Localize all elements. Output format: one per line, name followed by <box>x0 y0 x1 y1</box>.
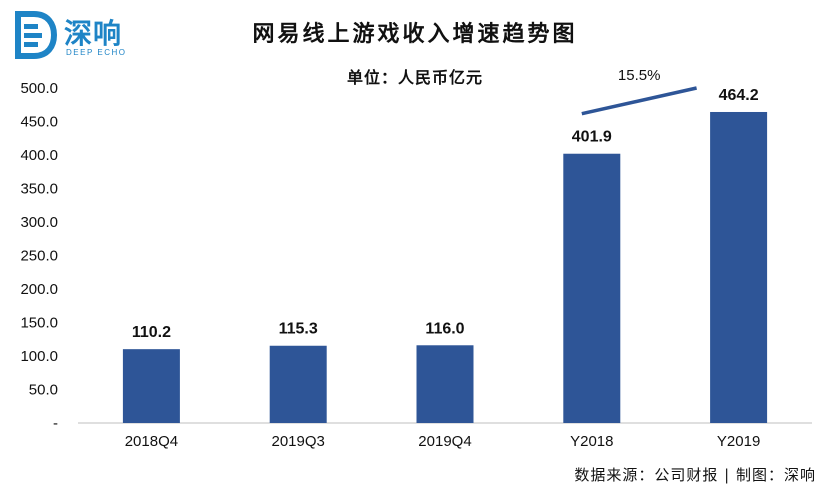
bar-value-label: 116.0 <box>425 320 464 337</box>
bar <box>563 153 621 424</box>
logo-chinese-text: 深响 <box>64 17 123 50</box>
y-tick-label: 300.0 <box>20 214 58 231</box>
y-tick-label: 250.0 <box>20 248 58 265</box>
bar-value-label: 115.3 <box>279 321 318 338</box>
bar-value-label: 110.2 <box>132 324 171 341</box>
bar-value-label: 464.2 <box>719 87 759 104</box>
bar <box>416 345 474 423</box>
unit-label: 单位：人民币亿元 <box>346 68 483 87</box>
x-tick-label: 2019Q4 <box>418 433 471 450</box>
bar <box>710 111 768 424</box>
y-tick-label: 50.0 <box>29 382 58 399</box>
y-tick-label: 200.0 <box>20 281 58 298</box>
source-caption: 数据来源：公司财报 | 制图：深响 <box>574 466 816 484</box>
y-tick-label: 400.0 <box>20 147 58 164</box>
x-tick-label: Y2018 <box>570 433 613 450</box>
x-tick-label: 2018Q4 <box>125 433 178 450</box>
growth-annotation-line <box>581 86 697 116</box>
x-tick-label: Y2019 <box>717 433 760 450</box>
y-tick-label: 500.0 <box>20 80 58 97</box>
chart-title: 网易线上游戏收入增速趋势图 <box>252 21 578 47</box>
logo-english-text: DEEP ECHO <box>66 48 127 57</box>
y-tick-label: 150.0 <box>20 315 58 332</box>
x-tick-label: 2019Q3 <box>272 433 325 450</box>
y-tick-label: 350.0 <box>20 181 58 198</box>
y-tick-label: 100.0 <box>20 348 58 365</box>
y-tick-label: - <box>53 415 58 432</box>
growth-annotation-label: 15.5% <box>618 67 661 84</box>
bar <box>122 349 180 423</box>
bar <box>269 345 327 423</box>
deep-echo-logo-icon <box>15 11 58 59</box>
deep-echo-logo: 深响 DEEP ECHO <box>14 10 154 62</box>
y-tick-label: 450.0 <box>20 114 58 131</box>
bar-value-label: 401.9 <box>572 129 612 146</box>
